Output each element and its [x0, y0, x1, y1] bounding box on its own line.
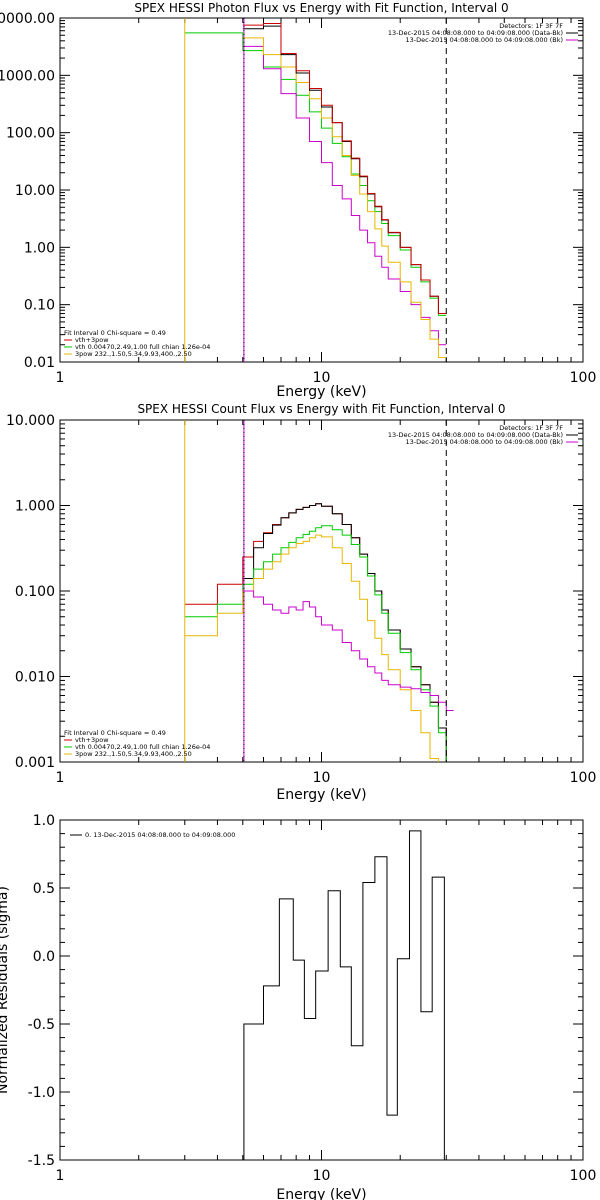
y-tick-label: 1.0	[33, 813, 55, 829]
bottom-legend-text: Fit Interval 0 Chi-square = 0.49	[64, 329, 166, 337]
y-tick-label: 0.010	[15, 670, 55, 686]
y-tick-label: 0.0	[33, 949, 55, 965]
y-tick-label: 0.10	[24, 298, 55, 314]
y-tick-label: 1.000	[15, 499, 55, 515]
y-tick-label: 100.00	[6, 126, 55, 142]
bottom-legend-text: 3pow 232.,1.50,5.34,9.93,400.,2.50	[75, 750, 192, 758]
chart-1: SPEX HESSI Photon Flux vs Energy with Fi…	[0, 1, 596, 400]
series-group	[243, 830, 445, 1160]
y-tick-label: -1.0	[28, 1085, 55, 1101]
series-group	[184, 503, 454, 762]
x-tick-label: 1	[56, 1168, 65, 1184]
series-line-3	[242, 37, 447, 358]
top-legend-text: Detectors: 1F 3F 7F	[499, 424, 563, 432]
bottom-legend-text: vth 0.00470,2.49,1.00 full chian 1.26e-0…	[75, 743, 210, 751]
y-tick-label: 0.001	[15, 755, 55, 771]
y-tick-label: 10.000	[6, 413, 55, 429]
bottom-legend-text: vth+3pow	[75, 736, 109, 744]
x-tick-label: 10	[313, 770, 331, 786]
y-tick-label: 10000.00	[0, 11, 55, 27]
x-tick-label: 100	[570, 1168, 597, 1184]
bottom-legend-text: 3pow 232.,1.50,5.34,9.93,400.,2.50	[75, 350, 192, 358]
chart-3: 1 10 100 -1.5 -1.0 -0.5 0.0 0.5 1.0 Energy (keV) N…	[0, 813, 596, 1200]
top-legend-text: Detectors: 1F 3F 7F	[499, 22, 563, 30]
top-legend-text: 13-Dec-2015 04:08:08.000 to 04:09:08.000…	[406, 36, 564, 44]
y-tick-label: 0.5	[33, 881, 55, 897]
x-tick-label: 10	[313, 370, 331, 386]
series-line-5	[242, 23, 447, 315]
plot-frame	[59, 419, 584, 763]
plot-frame	[59, 17, 584, 363]
y-tick-label: -1.5	[28, 1153, 55, 1169]
y-tick-label: 10.00	[15, 183, 55, 199]
bottom-legend-text: vth+3pow	[75, 336, 109, 344]
top-legend-text: 13-Dec-2015 04:08:08.000 to 04:09:08.000…	[388, 431, 563, 439]
top-legend-text: 13-Dec-2015 04:08:08.000 to 04:09:08.000…	[388, 29, 563, 37]
bottom-legend-text: Fit Interval 0 Chi-square = 0.49	[64, 729, 166, 737]
series-line-1	[184, 503, 454, 762]
x-axis-label: Energy (keV)	[276, 787, 366, 803]
series-line-4	[184, 534, 439, 762]
x-tick-label: 100	[570, 770, 597, 786]
series-line-2	[242, 503, 454, 762]
y-tick-label: 0.100	[15, 584, 55, 600]
series-line-1	[243, 830, 445, 1160]
series-line-5	[242, 590, 454, 712]
bottom-legend-text: vth 0.00470,2.49,1.00 full chian 1.26e-0…	[75, 343, 210, 351]
y-tick-label: 1.00	[24, 240, 55, 256]
x-tick-label: 1	[56, 370, 65, 386]
y-axis-label: Normalized Residuals (sigma)	[0, 886, 11, 1094]
plot-frame	[59, 819, 584, 1161]
x-axis-label: Energy (keV)	[276, 384, 366, 400]
y-tick-label: -0.5	[28, 1017, 55, 1033]
y-tick-label: 0.01	[24, 355, 55, 371]
x-tick-label: 100	[570, 370, 597, 386]
x-tick-label: 1	[56, 770, 65, 786]
chart-title: SPEX HESSI Photon Flux vs Energy with Fi…	[134, 1, 508, 15]
x-axis-label: Energy (keV)	[276, 1187, 366, 1200]
series-line-2	[242, 45, 447, 346]
series-line-3	[184, 525, 447, 762]
chart-title: SPEX HESSI Count Flux vs Energy with Fit…	[137, 402, 505, 416]
y-tick-label: 1000.00	[0, 68, 55, 84]
x-tick-label: 10	[313, 1168, 331, 1184]
chart-2: SPEX HESSI Count Flux vs Energy with Fit…	[6, 402, 596, 803]
top-legend-text: 13-Dec-2015 04:08:08.000 to 04:09:08.000…	[406, 438, 564, 446]
legend-text: 0. 13-Dec-2015 04:08:08.000 to 04:09:08.…	[85, 831, 235, 839]
series-group	[184, 23, 447, 358]
series-line-1	[184, 32, 447, 316]
